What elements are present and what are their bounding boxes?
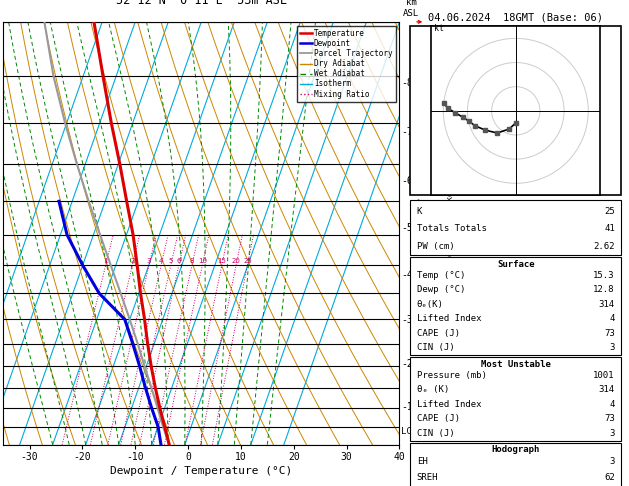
Text: Hodograph: Hodograph bbox=[492, 445, 540, 454]
Text: 04.06.2024  18GMT (Base: 06): 04.06.2024 18GMT (Base: 06) bbox=[428, 12, 603, 22]
Text: 10: 10 bbox=[198, 258, 207, 264]
Text: 5: 5 bbox=[169, 258, 173, 264]
X-axis label: Dewpoint / Temperature (°C): Dewpoint / Temperature (°C) bbox=[110, 466, 292, 476]
Text: Totals Totals: Totals Totals bbox=[416, 224, 487, 233]
Text: 15: 15 bbox=[218, 258, 226, 264]
Text: Lifted Index: Lifted Index bbox=[416, 399, 481, 409]
Text: CIN (J): CIN (J) bbox=[416, 429, 454, 438]
Bar bbox=[410, 443, 621, 486]
Text: 314: 314 bbox=[599, 385, 615, 394]
Text: kt: kt bbox=[433, 24, 443, 33]
Text: SREH: SREH bbox=[416, 473, 438, 482]
Text: 2.62: 2.62 bbox=[593, 242, 615, 251]
Text: CAPE (J): CAPE (J) bbox=[416, 329, 460, 338]
Text: 62: 62 bbox=[604, 473, 615, 482]
Text: 41: 41 bbox=[604, 224, 615, 233]
Text: 6: 6 bbox=[177, 258, 181, 264]
Text: 4: 4 bbox=[610, 314, 615, 323]
Text: θₑ(K): θₑ(K) bbox=[416, 299, 443, 309]
Text: 3: 3 bbox=[610, 457, 615, 466]
Text: km
ASL: km ASL bbox=[403, 0, 420, 17]
Text: 8: 8 bbox=[190, 258, 194, 264]
Text: K: K bbox=[416, 207, 422, 216]
Bar bbox=[410, 26, 621, 195]
Text: 1001: 1001 bbox=[593, 370, 615, 380]
Bar bbox=[410, 257, 621, 355]
Text: 4: 4 bbox=[159, 258, 164, 264]
Text: 12.8: 12.8 bbox=[593, 285, 615, 294]
Text: CIN (J): CIN (J) bbox=[416, 343, 454, 352]
Text: Dewp (°C): Dewp (°C) bbox=[416, 285, 465, 294]
Text: 52°12'N  0°11'E  53m ASL: 52°12'N 0°11'E 53m ASL bbox=[116, 0, 287, 7]
Text: CAPE (J): CAPE (J) bbox=[416, 414, 460, 423]
Text: 2: 2 bbox=[130, 258, 135, 264]
Bar bbox=[410, 200, 621, 255]
Text: -6: -6 bbox=[401, 176, 413, 186]
Text: -5: -5 bbox=[401, 223, 413, 233]
Text: 3: 3 bbox=[610, 343, 615, 352]
Text: 15.3: 15.3 bbox=[593, 271, 615, 279]
Text: -7: -7 bbox=[401, 127, 413, 138]
Text: Temp (°C): Temp (°C) bbox=[416, 271, 465, 279]
Text: © weatheronline.co.uk: © weatheronline.co.uk bbox=[467, 470, 564, 479]
Text: 73: 73 bbox=[604, 414, 615, 423]
Text: PW (cm): PW (cm) bbox=[416, 242, 454, 251]
Text: EH: EH bbox=[416, 457, 428, 466]
Legend: Temperature, Dewpoint, Parcel Trajectory, Dry Adiabat, Wet Adiabat, Isotherm, Mi: Temperature, Dewpoint, Parcel Trajectory… bbox=[297, 26, 396, 102]
Bar bbox=[410, 357, 621, 441]
Text: -2: -2 bbox=[401, 359, 413, 369]
Text: 25: 25 bbox=[243, 258, 252, 264]
Text: Most Unstable: Most Unstable bbox=[481, 360, 551, 369]
Text: 3: 3 bbox=[147, 258, 151, 264]
Text: 314: 314 bbox=[599, 299, 615, 309]
Text: 20: 20 bbox=[231, 258, 240, 264]
Text: 1: 1 bbox=[103, 258, 108, 264]
Text: LCL: LCL bbox=[401, 427, 418, 435]
Text: θₑ (K): θₑ (K) bbox=[416, 385, 449, 394]
Text: Surface: Surface bbox=[497, 260, 535, 269]
Text: -3: -3 bbox=[401, 315, 413, 325]
Text: 25: 25 bbox=[604, 207, 615, 216]
Text: -8: -8 bbox=[401, 78, 413, 88]
Text: -4: -4 bbox=[401, 270, 413, 279]
Text: 3: 3 bbox=[610, 429, 615, 438]
Text: -1: -1 bbox=[401, 402, 413, 412]
Text: Lifted Index: Lifted Index bbox=[416, 314, 481, 323]
Text: Pressure (mb): Pressure (mb) bbox=[416, 370, 487, 380]
Text: 4: 4 bbox=[610, 399, 615, 409]
Text: 73: 73 bbox=[604, 329, 615, 338]
Text: Mixing Ratio (g/kg): Mixing Ratio (g/kg) bbox=[447, 186, 455, 281]
